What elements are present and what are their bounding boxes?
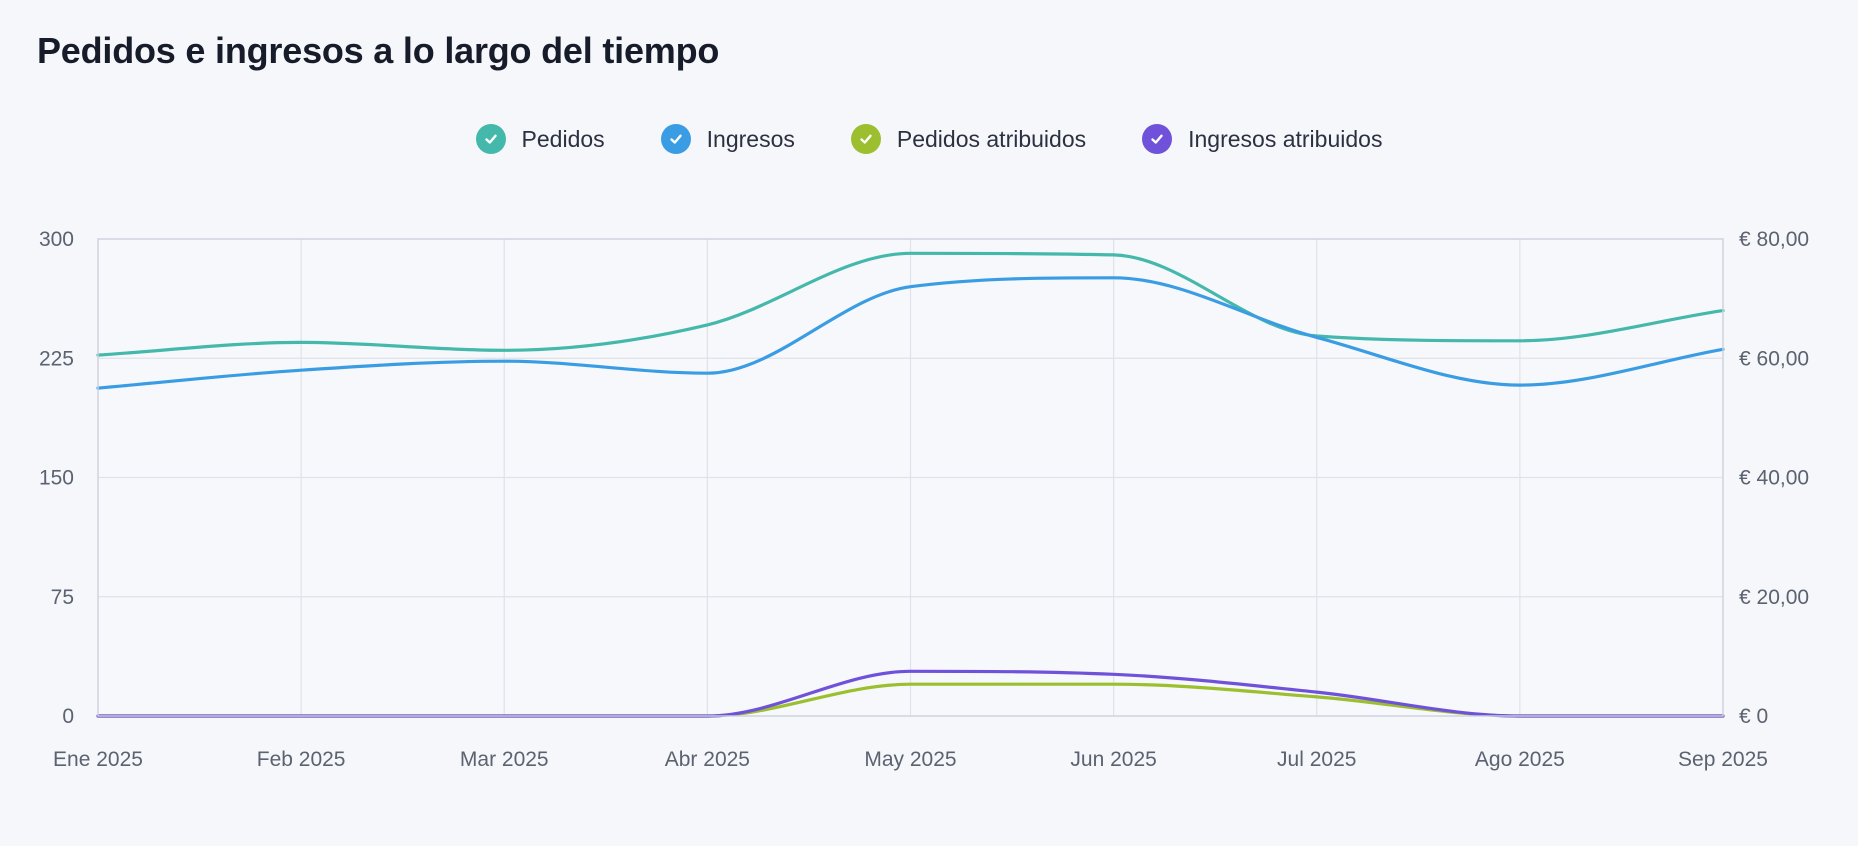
check-icon <box>1142 124 1173 154</box>
x-tick-label: Ene 2025 <box>53 748 143 771</box>
y-left-tick-label: 75 <box>51 586 74 609</box>
y-left-tick-label: 150 <box>39 467 74 490</box>
chart-title: Pedidos e ingresos a lo largo del tiempo <box>37 30 720 71</box>
legend-label: Pedidos <box>521 125 605 152</box>
legend-item-ingresos[interactable]: Ingresos <box>660 124 795 154</box>
y-left-tick-label: 225 <box>39 347 74 370</box>
legend-label: Ingresos <box>706 125 795 152</box>
chart-grid <box>97 238 1724 717</box>
legend-item-ingresos-atribuidos[interactable]: Ingresos atribuidos <box>1142 124 1382 154</box>
y-right-tick-label: € 60,00 <box>1739 347 1809 370</box>
series-line-ingresos[interactable] <box>96 276 1725 390</box>
x-tick-label: Feb 2025 <box>257 748 346 771</box>
chart-axes: 300 225 150 75 0 € 80,00 € 60,00 € 40,00 € 20,00… <box>39 228 1809 771</box>
x-tick-label: May 2025 <box>864 748 956 771</box>
x-tick-label: Jul 2025 <box>1277 748 1356 771</box>
x-tick-label: Ago 2025 <box>1475 748 1565 771</box>
y-right-tick-label: € 40,00 <box>1739 467 1809 490</box>
check-icon <box>850 124 881 154</box>
check-icon <box>475 124 506 154</box>
x-tick-label: Sep 2025 <box>1678 748 1768 771</box>
y-left-tick-label: 0 <box>62 705 74 728</box>
y-right-tick-label: € 80,00 <box>1739 228 1809 251</box>
y-left-tick-label: 300 <box>39 228 74 251</box>
check-icon <box>660 124 691 154</box>
legend-label: Pedidos atribuidos <box>896 125 1087 152</box>
y-right-tick-label: € 20,00 <box>1739 586 1809 609</box>
legend-item-pedidos-atribuidos[interactable]: Pedidos atribuidos <box>850 124 1087 154</box>
y-right-tick-label: € 0 <box>1739 705 1768 728</box>
x-tick-label: Jun 2025 <box>1070 748 1156 771</box>
plot-frame <box>97 238 1724 717</box>
chart-legend: Pedidos Ingresos Pedidos atribuidos Ingr… <box>0 124 1858 154</box>
x-tick-label: Abr 2025 <box>665 748 750 771</box>
series-line-pedidos[interactable] <box>96 251 1725 357</box>
legend-label: Ingresos atribuidos <box>1188 125 1383 152</box>
legend-item-pedidos[interactable]: Pedidos <box>475 124 605 154</box>
x-tick-label: Mar 2025 <box>460 748 549 771</box>
